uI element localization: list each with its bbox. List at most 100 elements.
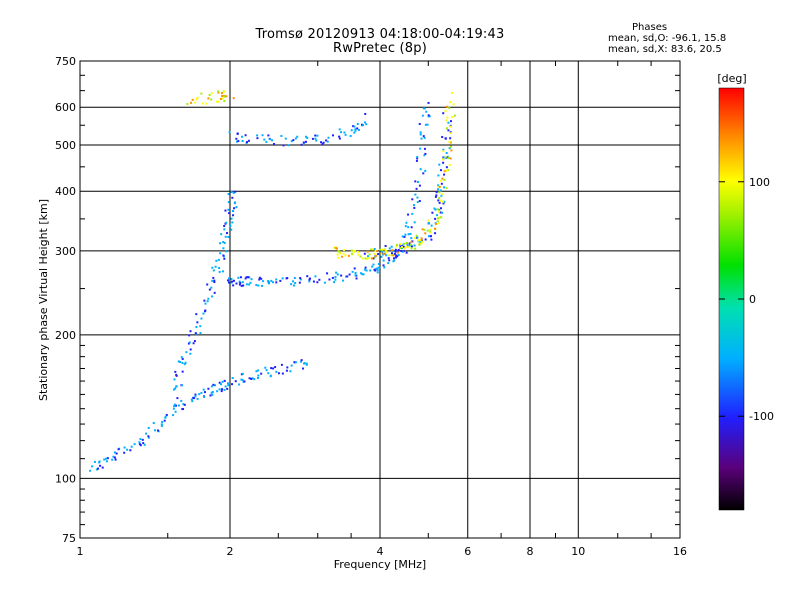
data-point — [421, 228, 424, 231]
data-point — [173, 403, 176, 406]
data-point — [427, 222, 430, 225]
data-point — [91, 465, 94, 468]
data-point — [350, 129, 353, 132]
data-point — [195, 325, 198, 328]
data-point — [194, 332, 197, 335]
data-point — [142, 442, 145, 445]
data-point — [342, 252, 345, 255]
data-point — [415, 187, 418, 190]
data-point — [219, 252, 222, 255]
data-point — [355, 277, 358, 280]
data-point — [267, 372, 270, 375]
data-point — [419, 133, 422, 136]
data-point — [434, 227, 437, 230]
data-point — [331, 276, 334, 279]
phase-stats-x: mean, sd,X: 83.6, 20.5 — [608, 44, 722, 55]
data-point — [217, 91, 220, 94]
data-point — [280, 134, 283, 137]
data-point — [311, 137, 314, 140]
data-point — [267, 281, 270, 284]
data-point — [365, 123, 368, 126]
data-point — [398, 247, 401, 250]
data-point — [241, 378, 244, 381]
data-point — [424, 169, 427, 172]
data-point — [364, 257, 367, 260]
data-point — [138, 441, 141, 444]
data-point — [200, 92, 203, 95]
data-point — [439, 207, 442, 210]
data-point — [429, 235, 432, 238]
data-point — [400, 250, 403, 253]
data-point — [446, 116, 449, 119]
data-point — [138, 443, 141, 446]
data-point — [413, 244, 416, 247]
data-point — [256, 376, 259, 379]
data-point — [271, 139, 274, 142]
plot-frame — [79, 60, 681, 539]
data-point — [99, 464, 102, 467]
data-point — [443, 200, 446, 203]
data-point — [411, 198, 414, 201]
data-point — [423, 228, 426, 231]
data-point — [314, 137, 317, 140]
colorbar-ticks: 100 0 -100 — [719, 176, 774, 423]
data-point — [156, 429, 159, 432]
data-point — [425, 110, 428, 113]
data-point — [434, 208, 437, 211]
data-point — [416, 180, 419, 183]
data-point — [223, 95, 226, 98]
data-point — [442, 161, 445, 164]
data-point — [449, 120, 452, 123]
data-point — [371, 265, 374, 268]
data-point — [199, 325, 202, 328]
data-point — [233, 202, 236, 205]
data-point — [400, 247, 403, 250]
data-point — [154, 429, 157, 432]
data-point — [421, 114, 424, 117]
data-point — [450, 91, 453, 94]
data-point — [232, 284, 235, 287]
data-point — [202, 388, 205, 391]
data-point — [393, 257, 396, 260]
data-point — [440, 194, 443, 197]
data-point — [208, 288, 211, 291]
data-point — [165, 413, 168, 416]
data-point — [423, 147, 426, 150]
data-point — [177, 404, 180, 407]
data-point — [441, 177, 444, 180]
data-point — [404, 233, 407, 236]
data-point — [211, 393, 214, 396]
data-point — [275, 370, 278, 373]
data-point — [210, 92, 213, 95]
data-point — [284, 137, 287, 140]
data-point — [203, 310, 206, 313]
data-point — [227, 208, 230, 211]
data-point — [441, 136, 444, 139]
data-point — [419, 239, 422, 242]
data-point — [232, 191, 235, 194]
data-point — [444, 109, 447, 112]
data-point — [395, 243, 398, 246]
data-point — [442, 148, 445, 151]
data-point — [238, 283, 241, 286]
data-point — [228, 223, 231, 226]
data-point — [232, 97, 235, 100]
data-point — [437, 174, 440, 177]
data-point — [191, 400, 194, 403]
data-point — [227, 201, 230, 204]
data-point — [213, 291, 216, 294]
y-tick-label: 75 — [62, 532, 76, 545]
data-point — [281, 277, 284, 280]
data-point — [260, 372, 263, 375]
data-point — [347, 254, 350, 257]
data-point — [439, 199, 442, 202]
data-point — [382, 264, 385, 267]
data-point — [173, 405, 176, 408]
data-point — [294, 137, 297, 140]
data-point — [302, 141, 305, 144]
data-point — [345, 275, 348, 278]
data-point — [387, 257, 390, 260]
data-point — [247, 139, 250, 142]
data-point — [354, 128, 357, 131]
data-point — [434, 232, 437, 235]
